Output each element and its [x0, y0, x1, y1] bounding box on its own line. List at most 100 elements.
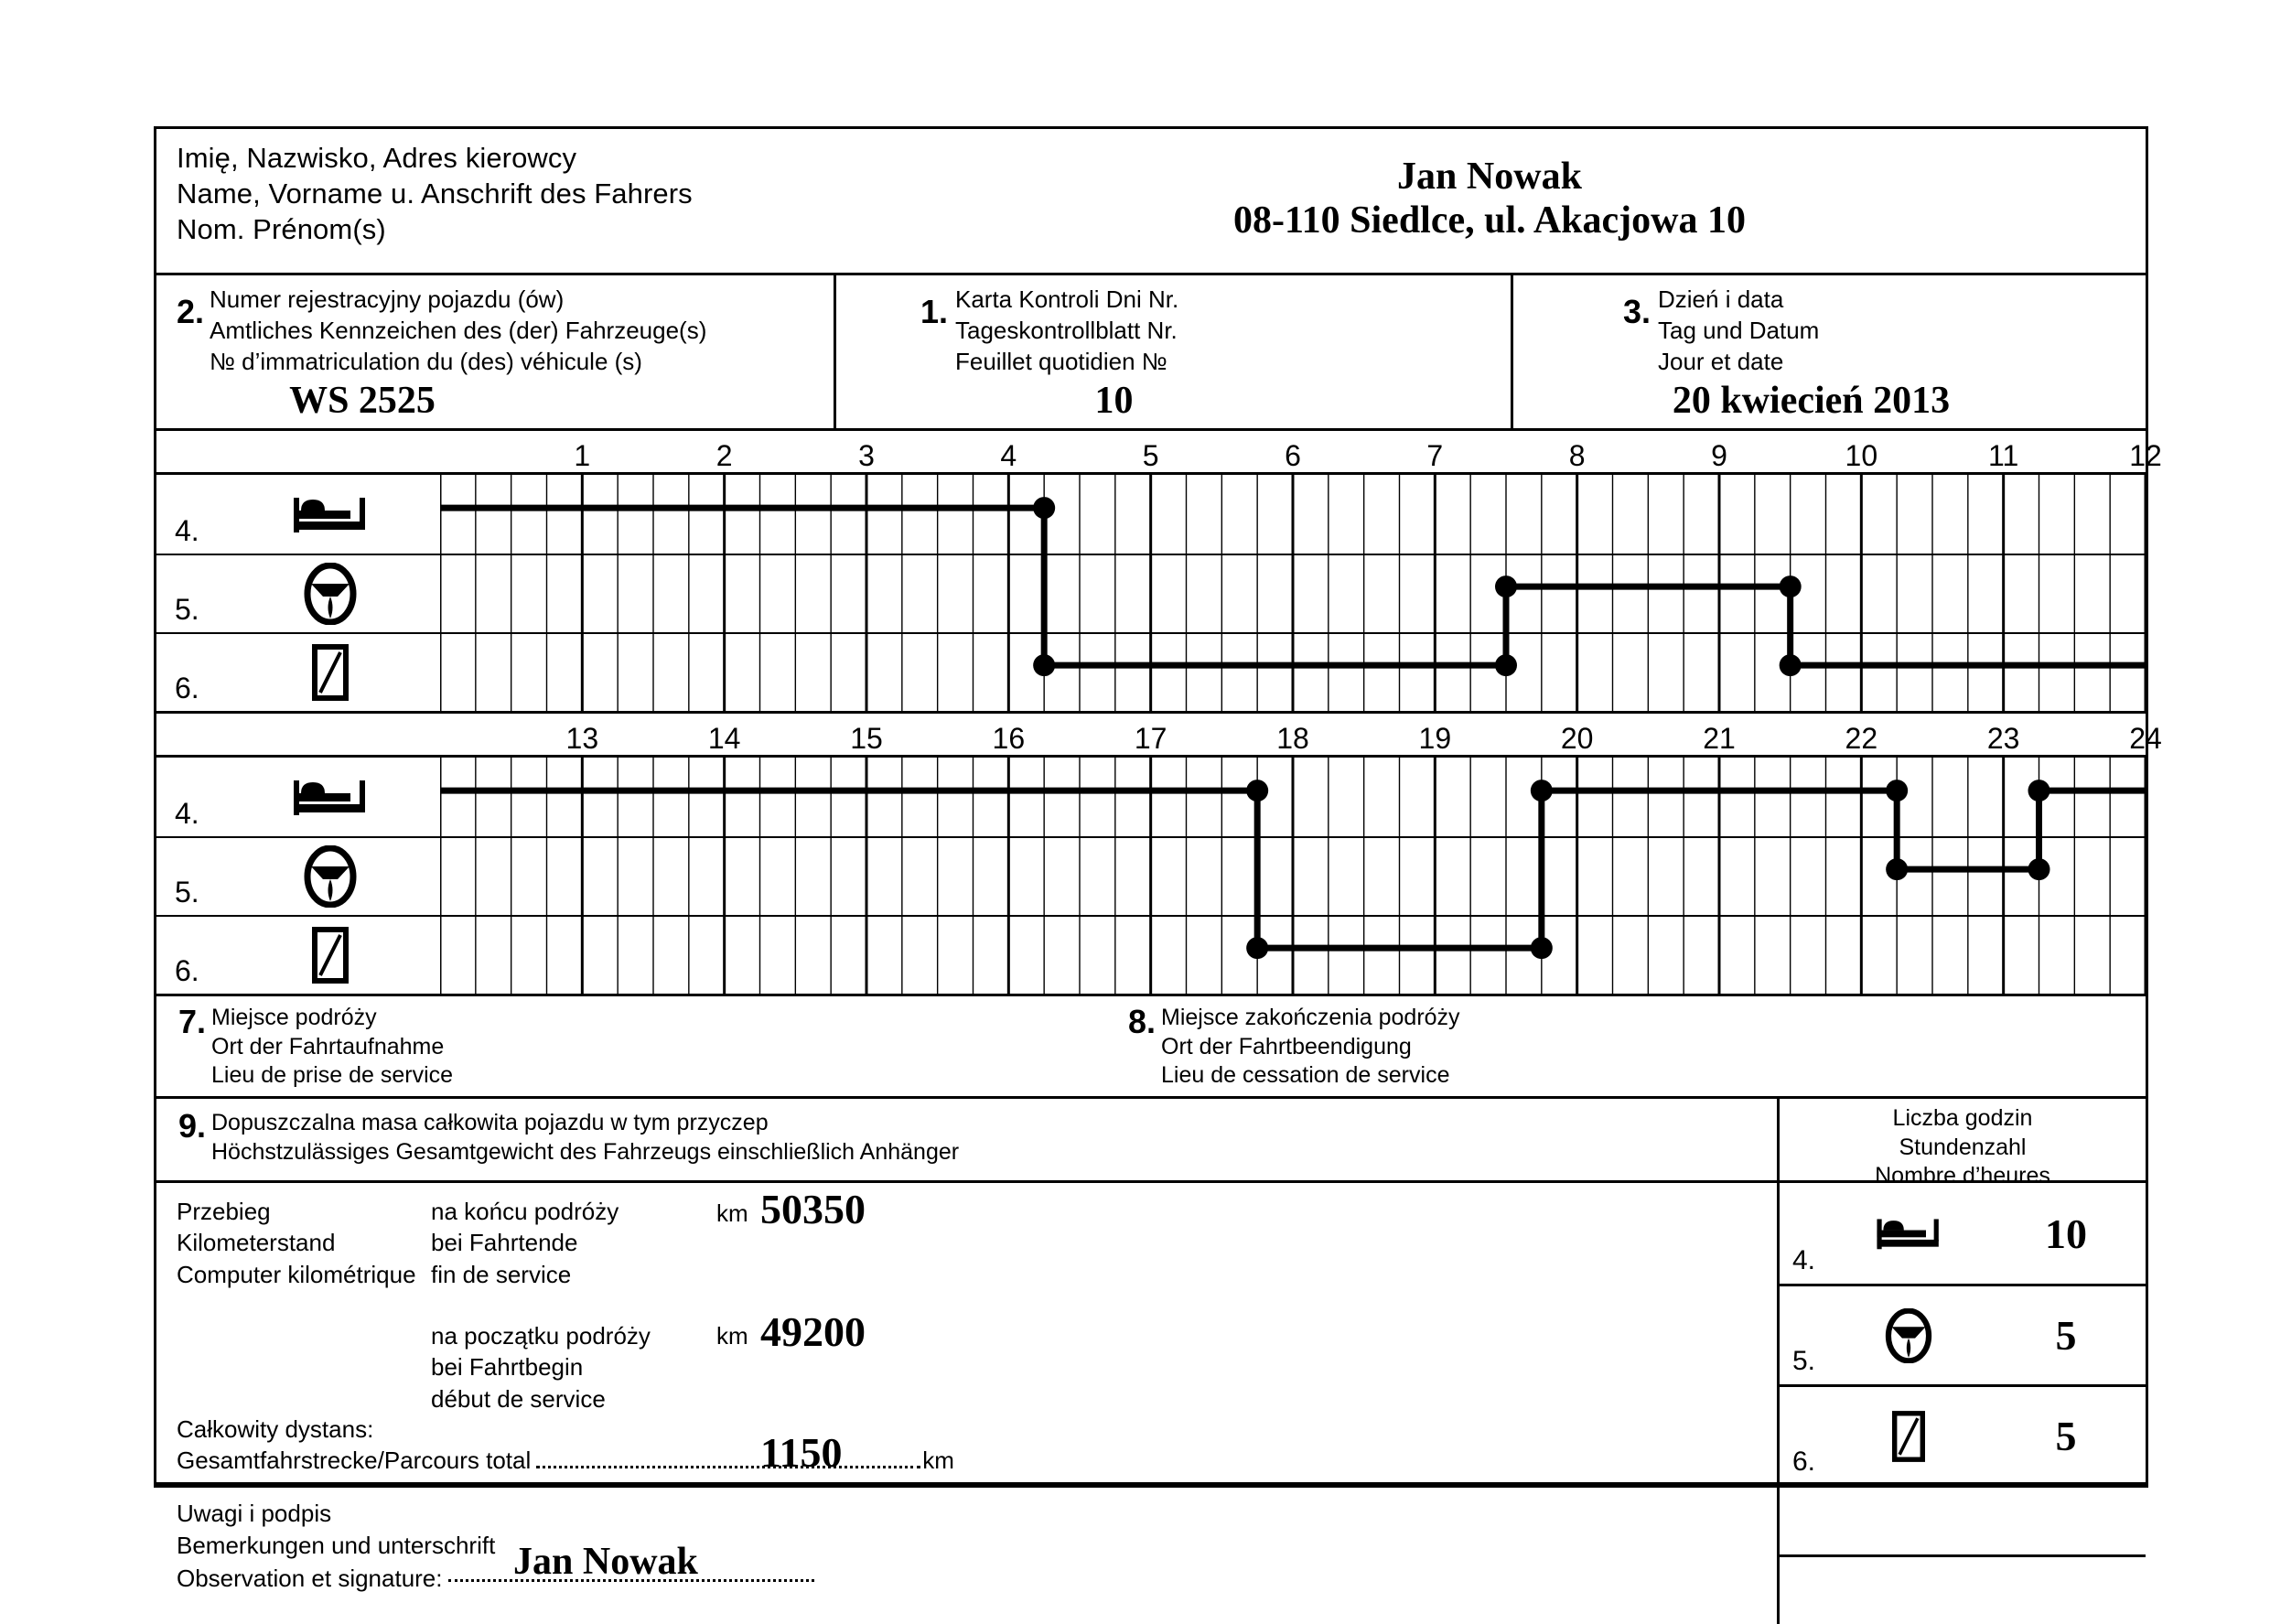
other-work-icon [1831, 1410, 1986, 1462]
field-2-vehicle-registration: 2. Numer rejestracyjny pojazdu (ów) Amtl… [156, 275, 834, 428]
signature-value[interactable]: Jan Nowak [513, 1541, 698, 1583]
driver-name: Jan Nowak [1397, 156, 1582, 199]
field-3-labels: Dzień i data Tag und Datum Jour et date [1513, 275, 2146, 377]
hour-tick-label: 2 [715, 439, 733, 472]
field-8-label-pl: Miejsce zakończenia podróży [1161, 1005, 1460, 1030]
activity-row-other-work-a: 6. [156, 632, 2146, 711]
field-3-value[interactable]: 20 kwiecień 2013 [1672, 380, 1951, 423]
odometer-start-unit: km [716, 1322, 748, 1350]
odometer-start-value[interactable]: 49200 [760, 1308, 866, 1355]
scale-left-pad-b [156, 714, 440, 755]
field-1-label-fr: Feuillet quotidien № [955, 347, 1167, 375]
hours-summary-number-4: 4. [1792, 1245, 1816, 1275]
fields-2-1-3-row: 2. Numer rejestracyjny pojazdu (ów) Amtl… [156, 275, 2146, 431]
odometer-term-de: Kilometerstand [177, 1229, 336, 1257]
activity-row-number-5a: 5. [175, 593, 199, 626]
bed-icon [221, 777, 440, 817]
driver-address: 08-110 Siedlce, ul. Akacjowa 10 [1232, 199, 1746, 242]
hour-tick-label: 17 [1134, 722, 1167, 755]
odometer-end-label-de: bei Fahrtende [431, 1229, 578, 1257]
field-8-number: 8. [1128, 1003, 1157, 1040]
hours-header-de: Stundenzahl [1899, 1134, 2027, 1160]
field-9-max-weight: 9. Dopuszczalna masa całkowita pojazdu w… [156, 1099, 1780, 1180]
hour-tick-label: 9 [1711, 439, 1727, 472]
signature-label-de: Bemerkungen und unterschrift [177, 1532, 496, 1560]
blank-cell-upper[interactable] [1780, 1485, 2146, 1554]
hour-tick-label: 21 [1703, 722, 1736, 755]
other-work-icon [221, 644, 440, 701]
activity-rows-b: 4. 5. [156, 758, 2146, 994]
hours-summary-rest: 4. 10 [1780, 1183, 2146, 1284]
field-2-label-pl: Numer rejestracyjny pojazdu (ów) [210, 285, 565, 313]
scale-left-pad [156, 431, 440, 472]
dotted-leader [536, 1466, 921, 1468]
field-7-label-pl: Miejsce podróży [211, 1005, 377, 1030]
activity-row-other-work-b: 6. [156, 915, 2146, 994]
driver-label-de: Name, Vorname u. Anschrift des Fahrers [177, 177, 693, 210]
field-2-label-de: Amtliches Kennzeichen des (der) Fahrzeug… [210, 316, 707, 344]
hour-tick-label: 18 [1276, 722, 1309, 755]
odometer-start-labels: na początku podróży bei Fahrtbegin début… [431, 1320, 651, 1414]
hours-summary-other-work: 6. 5 [1780, 1384, 2146, 1485]
hours-summary-number-5: 5. [1792, 1346, 1816, 1376]
signature-dotted-line[interactable] [447, 1578, 814, 1582]
hour-tick-label: 10 [1845, 439, 1878, 472]
field-2-labels: Numer rejestracyjny pojazdu (ów) Amtlich… [156, 275, 834, 377]
field-1-sheet-number: 1. Karta Kontroli Dni Nr. Tageskontrollb… [834, 275, 1511, 428]
signature-blank-cells [1780, 1485, 2146, 1624]
field-1-number: 1. [920, 293, 949, 330]
blank-cell-lower[interactable] [1780, 1554, 2146, 1624]
activity-row-driving-b: 5. [156, 836, 2146, 915]
field-3-label-fr: Jour et date [1658, 347, 1784, 375]
field-7-number: 7. [178, 1003, 207, 1040]
driver-label-block: Imię, Nazwisko, Adres kierowcy Name, Vor… [156, 129, 834, 273]
hour-tick-label: 14 [707, 722, 741, 755]
hours-summary-value-4[interactable]: 10 [2045, 1210, 2087, 1257]
hour-scale-12-24: 13 14 15 16 17 18 19 20 21 22 23 24 [156, 714, 2162, 758]
hour-tick-label: 8 [1568, 439, 1586, 472]
odometer-term-pl: Przebieg [177, 1198, 271, 1225]
hours-summary-column: 4. 10 5. [1780, 1183, 2146, 1482]
hours-summary-driving: 5. 5 [1780, 1284, 2146, 1384]
driver-header-row: Imię, Nazwisko, Adres kierowcy Name, Vor… [156, 129, 2146, 275]
odometer-end-value[interactable]: 50350 [760, 1186, 866, 1232]
hours-summary-number-6: 6. [1792, 1447, 1816, 1477]
field-3-day-and-date: 3. Dzień i data Tag und Datum Jour et da… [1511, 275, 2146, 428]
field-2-value[interactable]: WS 2525 [289, 380, 436, 423]
field-2-label-fr: № d’immatriculation du (des) véhicule (s… [210, 347, 642, 375]
field-3-label-pl: Dzień i data [1658, 285, 1784, 313]
daily-control-sheet: Imię, Nazwisko, Adres kierowcy Name, Vor… [154, 126, 2162, 1624]
activity-chart-hours-0-12: 1 2 3 4 5 6 7 8 9 10 11 12 4. 5. [156, 431, 2162, 714]
activity-row-number-4a: 4. [175, 514, 199, 547]
odometer-start-label-fr: début de service [431, 1384, 606, 1413]
hours-header-pl: Liczba godzin [1892, 1105, 2033, 1131]
total-distance-label-de-fr: Gesamtfahrstrecke/Parcours total km [177, 1447, 954, 1475]
signature-label-fr: Observation et signature: [177, 1564, 443, 1592]
hour-tick-label: 6 [1285, 439, 1301, 472]
field-7-label-fr: Lieu de prise de service [211, 1062, 454, 1088]
hour-tick-label: 13 [565, 722, 599, 755]
signature-labels: Uwagi i podpis Bemerkungen und unterschr… [177, 1498, 814, 1595]
field-8-place-of-arrival: 8. Miejsce zakończenia podróży Ort der F… [1108, 996, 2146, 1096]
odometer-row: Przebieg Kilometerstand Computer kilomét… [156, 1183, 2146, 1485]
hour-tick-label: 12 [2129, 439, 2162, 472]
hours-summary-value-6[interactable]: 5 [2055, 1413, 2077, 1459]
odometer-start-label-de: bei Fahrtbegin [431, 1353, 584, 1382]
bed-icon [1831, 1216, 1986, 1251]
hour-scale-track-b: 13 14 15 16 17 18 19 20 21 22 23 24 [440, 714, 2162, 755]
activity-row-number-6b: 6. [175, 954, 199, 987]
field-1-value[interactable]: 10 [1094, 380, 1134, 423]
steering-wheel-icon [1831, 1307, 1986, 1363]
odometer-term-fr: Computer kilométrique [177, 1260, 416, 1288]
total-distance-value[interactable]: 1150 [760, 1429, 843, 1476]
activity-row-rest-b: 4. [156, 758, 2146, 836]
odometer-block: Przebieg Kilometerstand Computer kilomét… [156, 1183, 1780, 1482]
odometer-end-labels: na końcu podróży bei Fahrtende fin de se… [431, 1196, 619, 1290]
hour-tick-label: 11 [1988, 439, 2019, 472]
field-8-labels: Miejsce zakończenia podróży Ort der Fahr… [1108, 996, 2146, 1091]
signature-row: Uwagi i podpis Bemerkungen und unterschr… [156, 1485, 2146, 1624]
hour-tick-label: 19 [1418, 722, 1452, 755]
hours-summary-value-5[interactable]: 5 [2055, 1312, 2077, 1359]
field-9-number: 9. [178, 1107, 207, 1145]
odometer-end-label-fr: fin de service [431, 1260, 572, 1288]
